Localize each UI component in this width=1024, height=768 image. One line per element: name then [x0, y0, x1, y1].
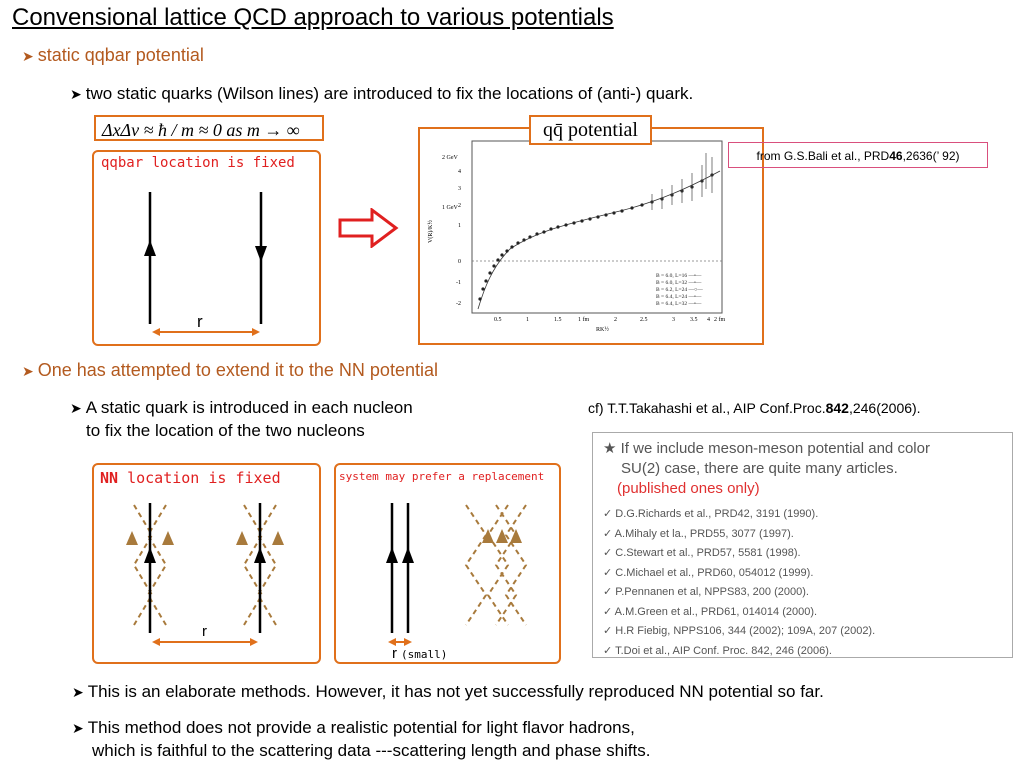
takahashi-ref-volume: 842	[825, 400, 849, 416]
bottom-bullet-1: ➤ This is an elaborate methods. However, …	[72, 682, 824, 702]
sub-nn-line1: A static quark is introduced in each nuc…	[85, 398, 413, 417]
qqbar-caption: qqbar location is fixed	[101, 155, 295, 171]
list-item: C.Stewart et al., PRD57, 5581 (1998).	[603, 544, 1002, 564]
svg-text:2: 2	[614, 317, 617, 323]
uncertainty-formula: ΔxΔv ≈ ħ / m ≈ 0 as m → ∞	[94, 115, 324, 141]
sub-static-label: two static quarks (Wilson lines) are int…	[85, 84, 694, 103]
bullet-nn-potential: ➤ One has attempted to extend it to the N…	[22, 360, 438, 381]
articles-intro-line1: ★ If we include meson-meson potential an…	[603, 440, 930, 457]
takahashi-ref-prefix: cf) T.T.Takahashi et al., AIP Conf.Proc.	[588, 400, 826, 416]
svg-text:1 GeV: 1 GeV	[442, 205, 458, 211]
replacement-r-note: (small)	[401, 648, 448, 661]
slide-title: Convensional lattice QCD approach to var…	[12, 4, 614, 31]
nn-caption-rest: location is fixed	[118, 469, 281, 487]
bullet-static-qqbar: ➤ static qqbar potential	[22, 45, 204, 66]
svg-text:1: 1	[458, 223, 461, 229]
svg-text:3.5: 3.5	[690, 317, 698, 323]
svg-text:3: 3	[458, 186, 461, 192]
list-item: C.Michael et al., PRD60, 054012 (1999).	[603, 564, 1002, 584]
right-arrow-icon	[338, 208, 399, 248]
bottom-bullet-2: ➤ This method does not provide a realisti…	[72, 718, 635, 738]
nn-diagram-box: NN location is fixed r	[92, 463, 321, 664]
svg-text:-2: -2	[456, 301, 461, 307]
nn-caption: NN location is fixed	[100, 469, 281, 487]
svg-text:RK½: RK½	[596, 326, 609, 333]
nn-caption-bold: NN	[100, 469, 119, 487]
svg-text:2 GeV: 2 GeV	[442, 155, 458, 161]
replacement-r-label: r (small)	[392, 645, 447, 662]
list-item: D.G.Richards et al., PRD42, 3191 (1990).	[603, 505, 1002, 525]
bullet-arrow-icon: ➤	[22, 48, 34, 64]
bottom-2-line2: which is faithful to the scattering data…	[92, 741, 651, 760]
bullet-arrow-icon: ➤	[72, 684, 84, 700]
bullet-static-label: static qqbar potential	[37, 45, 204, 65]
takahashi-reference: cf) T.T.Takahashi et al., AIP Conf.Proc.…	[588, 400, 921, 416]
static-potential-plot: 2 GeV 4 3 2 1 GeV 1 0 -1 -2 V(R)/K½ 0.5 …	[427, 140, 725, 333]
bali-ref-volume: 46	[889, 149, 903, 163]
list-item: T.Doi et al., AIP Conf. Proc. 842, 246 (…	[603, 642, 1002, 662]
bali-ref-prefix: from G.S.Bali et al., PRD	[756, 149, 890, 163]
svg-text:3: 3	[672, 317, 675, 323]
list-item: P.Pennanen et al, NPPS83, 200 (2000).	[603, 583, 1002, 603]
nn-r-label: r	[202, 623, 207, 640]
bottom-1-text: This is an elaborate methods. However, i…	[87, 682, 824, 701]
takahashi-ref-suffix: ,246(2006).	[848, 400, 921, 416]
svg-text:B = 6.4, L=32 —•—: B = 6.4, L=32 —•—	[656, 301, 702, 307]
svg-text:V(R)/K½: V(R)/K½	[427, 220, 434, 243]
svg-text:2 fm: 2 fm	[714, 316, 725, 323]
list-item: H.R Fiebig, NPPS106, 344 (2002); 109A, 2…	[603, 622, 1002, 642]
static-potential-plot-frame: 2 GeV 4 3 2 1 GeV 1 0 -1 -2 V(R)/K½ 0.5 …	[418, 127, 764, 345]
sub-bullet-nn-line1: ➤ A static quark is introduced in each nu…	[70, 398, 413, 418]
nn-quark-diagram	[126, 503, 284, 646]
svg-text:B = 6.4, L=24 —•—: B = 6.4, L=24 —•—	[656, 294, 702, 300]
list-item: A.M.Green et al., PRD61, 014014 (2000).	[603, 603, 1002, 623]
svg-text:1.5: 1.5	[554, 317, 562, 323]
list-item: A.Mihaly et la., PRD55, 3077 (1997).	[603, 525, 1002, 545]
svg-text:4: 4	[458, 169, 461, 175]
replacement-quark-diagram	[386, 503, 528, 646]
bottom-2-line1: This method does not provide a realistic…	[87, 718, 635, 737]
bullet-arrow-icon: ➤	[70, 400, 82, 416]
svg-text:0: 0	[458, 259, 461, 265]
svg-text:2: 2	[458, 203, 461, 209]
qqbar-potential-label: qq̄ potential	[529, 115, 652, 145]
bali-ref-suffix: ,2636(’ 92)	[902, 149, 960, 163]
bullet-arrow-icon: ➤	[22, 363, 34, 379]
svg-text:0.5: 0.5	[494, 317, 502, 323]
svg-text:1: 1	[526, 317, 529, 323]
bullet-arrow-icon: ➤	[72, 720, 84, 736]
qqbar-r-label: r	[197, 312, 203, 331]
articles-intro-line2: SU(2) case, there are quite many article…	[621, 460, 898, 477]
svg-text:-1: -1	[456, 280, 461, 286]
bullet-arrow-icon: ➤	[70, 86, 82, 102]
svg-text:2.5: 2.5	[640, 317, 648, 323]
replacement-diagram-box: system may prefer a replacement r (small)	[334, 463, 561, 664]
replacement-r: r	[392, 645, 397, 662]
svg-text:4: 4	[707, 317, 710, 323]
sub-nn-line2: to fix the location of the two nucleons	[86, 421, 365, 440]
articles-box: ★ If we include meson-meson potential an…	[592, 432, 1013, 658]
svg-text:B = 6.0, L=32 —•—: B = 6.0, L=32 —•—	[656, 280, 702, 286]
bali-reference: from G.S.Bali et al., PRD46,2636(’ 92)	[728, 142, 988, 168]
qqbar-diagram-box: qqbar location is fixed r	[92, 150, 321, 346]
replacement-caption: system may prefer a replacement	[339, 470, 545, 483]
bullet-nn-label: One has attempted to extend it to the NN…	[37, 360, 438, 380]
svg-text:B = 6.2, L=24 —○—: B = 6.2, L=24 —○—	[656, 287, 703, 293]
svg-text:1 fm: 1 fm	[578, 316, 589, 323]
svg-text:B = 6.0, L=16 —•—: B = 6.0, L=16 —•—	[656, 273, 702, 279]
articles-list: D.G.Richards et al., PRD42, 3191 (1990).…	[603, 505, 1002, 661]
qqbar-lines-diagram	[144, 192, 267, 336]
sub-bullet-static-quarks: ➤ two static quarks (Wilson lines) are in…	[70, 84, 693, 104]
articles-intro-red: (published ones only)	[617, 480, 760, 497]
